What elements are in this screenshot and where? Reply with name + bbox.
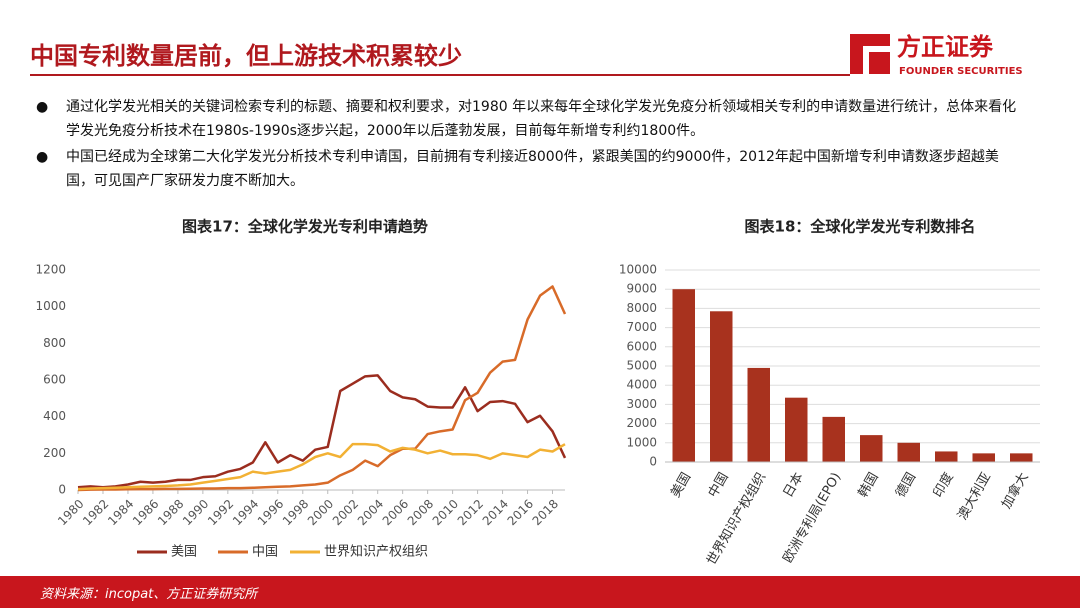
x-tick-label: 1986 xyxy=(130,497,161,528)
x-tick-label: 1994 xyxy=(230,497,261,528)
x-tick-label: 2002 xyxy=(330,497,361,528)
y-tick-label: 3000 xyxy=(626,397,657,411)
bar xyxy=(672,289,695,462)
chart-title: 图表18：全球化学发光专利数排名 xyxy=(745,218,976,236)
x-tick-label: 2014 xyxy=(480,497,511,528)
legend-label: 世界知识产权组织 xyxy=(324,544,428,560)
x-tick-label: 1998 xyxy=(280,497,311,528)
x-tick-label: 印度 xyxy=(930,470,957,501)
footer-text: 资料来源：incopat、方正证券研究所 xyxy=(40,587,258,602)
y-tick-label: 4000 xyxy=(626,378,657,392)
y-tick-label: 200 xyxy=(43,446,66,460)
legend-label: 美国 xyxy=(171,545,197,560)
chart-title: 图表17：全球化学发光专利申请趋势 xyxy=(182,218,428,236)
bar xyxy=(747,367,770,462)
logo: 方正证券 FOUNDER SECURITIES xyxy=(850,33,1023,77)
charts: 图表17：全球化学发光专利申请趋势 0 200 400 600 800 1000 1200 19… xyxy=(35,218,1040,568)
x-tick-label: 韩国 xyxy=(856,470,882,500)
y-tick-label: 6000 xyxy=(626,339,657,353)
bar xyxy=(935,451,958,462)
y-tick-label: 2000 xyxy=(626,416,657,430)
series-line xyxy=(77,374,567,489)
y-tick-label: 1000 xyxy=(626,435,657,449)
bar xyxy=(972,453,995,462)
x-tick-label: 1990 xyxy=(180,497,211,528)
logo-mark xyxy=(869,52,890,74)
x-tick-label: 加拿大 xyxy=(998,470,1031,512)
x-tick-label: 1996 xyxy=(255,497,286,528)
y-tick-label: 10000 xyxy=(619,263,657,277)
x-tick-label: 2004 xyxy=(355,497,386,528)
y-tick-label: 600 xyxy=(43,373,66,387)
x-tick-label: 2000 xyxy=(305,497,336,528)
bullet-text: 通过化学发光相关的关键词检索专利的标题、摘要和权利要求，对1980 年以来每年全… xyxy=(66,99,1017,139)
footer-band: 资料来源：incopat、方正证券研究所 xyxy=(0,576,1080,608)
x-tick-label: 1992 xyxy=(205,497,236,528)
y-tick-label: 8000 xyxy=(626,301,657,315)
bullet: ● 中国已经成为全球第二大化学发光分析技术专利申请国，目前拥有专利接近8000件，… xyxy=(36,145,1026,193)
x-tick-label: 中国 xyxy=(706,470,732,500)
logo-en: FOUNDER SECURITIES xyxy=(899,66,1023,77)
y-tick-label: 0 xyxy=(58,483,66,497)
y-tick-label: 400 xyxy=(43,409,66,423)
legend-label: 中国 xyxy=(252,545,278,560)
y-tick-label: 0 xyxy=(649,455,657,469)
x-tick-label: 2018 xyxy=(530,497,561,528)
x-tick-label: 2006 xyxy=(380,497,411,528)
series-line xyxy=(77,285,567,492)
x-tick-label: 1980 xyxy=(55,497,86,528)
x-tick-label: 2016 xyxy=(505,497,536,528)
x-tick-label: 日本 xyxy=(781,470,807,500)
bar xyxy=(860,435,883,462)
title-rule xyxy=(30,74,850,76)
y-tick-label: 7000 xyxy=(626,320,657,334)
y-tick-label: 1200 xyxy=(35,263,66,277)
x-tick-label: 美国 xyxy=(668,470,694,500)
y-tick-label: 800 xyxy=(43,336,66,350)
bar xyxy=(822,416,845,462)
x-tick-label: 1988 xyxy=(155,497,186,528)
logo-cn: 方正证券 xyxy=(897,33,994,61)
y-tick-label: 9000 xyxy=(626,282,657,296)
y-tick-label: 5000 xyxy=(626,359,657,373)
bar xyxy=(897,442,920,462)
bar xyxy=(785,397,808,462)
logo-mark xyxy=(850,34,890,74)
x-tick-label: 德国 xyxy=(893,470,919,500)
y-tick-label: 1000 xyxy=(35,299,66,313)
bullet: ● 通过化学发光相关的关键词检索专利的标题、摘要和权利要求，对1980 年以来每年… xyxy=(36,95,1026,143)
bar xyxy=(1010,453,1033,462)
x-tick-label: 2012 xyxy=(455,497,486,528)
x-tick-label: 2008 xyxy=(405,497,436,528)
bar xyxy=(710,311,733,462)
x-tick-label: 澳大利亚 xyxy=(954,470,994,523)
bullet-text: 中国已经成为全球第二大化学发光分析技术专利申请国，目前拥有专利接近8000件，紧… xyxy=(66,149,999,189)
x-tick-label: 1984 xyxy=(105,497,136,528)
slide-title: 中国专利数量居前，但上游技术积累较少 xyxy=(30,42,462,70)
x-tick-label: 2010 xyxy=(430,497,461,528)
series-line xyxy=(77,442,566,491)
x-tick-label: 1982 xyxy=(80,497,111,528)
